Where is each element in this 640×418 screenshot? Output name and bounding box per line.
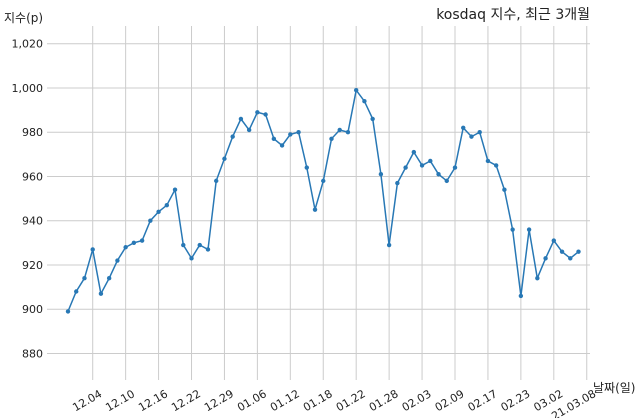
data-point xyxy=(510,227,515,232)
data-point xyxy=(411,149,417,155)
data-point xyxy=(106,276,112,281)
y-tick-label: 920 xyxy=(22,259,43,272)
x-tick-label: 01.12 xyxy=(268,387,302,414)
y-tick-label: 940 xyxy=(22,215,43,228)
data-point xyxy=(238,116,244,122)
data-point xyxy=(403,165,408,170)
data-point xyxy=(576,249,581,254)
data-point xyxy=(156,209,161,215)
data-point xyxy=(353,87,359,93)
data-point xyxy=(345,130,351,135)
data-point xyxy=(65,309,71,314)
data-point xyxy=(329,136,334,142)
data-points xyxy=(65,87,581,314)
data-point xyxy=(255,110,260,115)
data-point xyxy=(205,247,211,252)
x-tick-label: 01.18 xyxy=(301,387,335,414)
grid-layer xyxy=(47,26,590,380)
data-point xyxy=(181,242,186,248)
data-point xyxy=(337,127,342,133)
y-tick-labels: 880 900 920 940 960 980 1,000 1,020 xyxy=(12,38,44,361)
data-point xyxy=(263,112,268,117)
y-tick-label: 1,020 xyxy=(12,38,44,51)
data-point xyxy=(246,127,252,133)
x-tick-label: 12.22 xyxy=(169,387,203,414)
data-point xyxy=(485,158,491,164)
data-point xyxy=(551,238,557,243)
x-axis-label: 날짜(일) xyxy=(593,381,635,395)
data-point xyxy=(395,180,400,186)
data-point xyxy=(172,187,178,192)
data-point xyxy=(222,156,227,161)
y-tick-label: 960 xyxy=(22,170,43,183)
data-point xyxy=(288,132,293,137)
data-point xyxy=(304,165,309,170)
data-point xyxy=(271,136,277,142)
data-point xyxy=(526,227,532,232)
data-point xyxy=(436,172,441,177)
data-point xyxy=(90,247,95,252)
data-point xyxy=(312,207,318,212)
data-point xyxy=(148,218,153,223)
data-point xyxy=(535,276,540,281)
data-point xyxy=(321,178,326,184)
data-point xyxy=(230,134,235,139)
data-point xyxy=(131,240,137,246)
data-point xyxy=(518,293,524,299)
data-point xyxy=(296,130,301,135)
data-point xyxy=(452,165,458,170)
data-point xyxy=(189,256,194,261)
data-point xyxy=(386,242,392,248)
x-tick-label: 12.16 xyxy=(136,387,170,414)
data-point xyxy=(568,256,573,261)
data-point xyxy=(139,238,145,243)
data-point xyxy=(279,143,285,148)
data-point xyxy=(559,249,565,254)
x-tick-label: 12.04 xyxy=(70,387,104,414)
data-point xyxy=(115,258,120,263)
data-point xyxy=(477,130,482,135)
data-point xyxy=(428,158,433,164)
x-tick-label: 02.17 xyxy=(466,387,500,414)
x-tick-label: 12.10 xyxy=(103,387,137,414)
data-point xyxy=(378,172,384,177)
data-point xyxy=(98,291,104,296)
x-tick-label: 02.23 xyxy=(499,387,533,414)
y-axis-label: 지수(p) xyxy=(4,11,43,25)
y-tick-label: 980 xyxy=(22,126,43,139)
data-point xyxy=(493,163,499,168)
y-tick-label: 900 xyxy=(22,303,43,316)
data-point xyxy=(362,99,367,104)
data-point xyxy=(543,256,548,261)
data-point xyxy=(214,178,219,184)
x-tick-label: 02.09 xyxy=(433,387,467,414)
y-tick-label: 880 xyxy=(22,347,43,360)
y-tick-label: 1,000 xyxy=(12,82,44,95)
data-point xyxy=(123,245,128,250)
data-point xyxy=(502,187,507,192)
x-tick-label: 02.03 xyxy=(400,387,434,414)
data-point xyxy=(419,163,425,168)
x-tick-labels: 12.04 12.10 12.16 12.22 12.29 01.06 01.12 01.18… xyxy=(70,387,598,418)
data-point xyxy=(82,276,87,281)
data-point xyxy=(164,203,170,208)
data-point xyxy=(74,289,79,294)
data-point xyxy=(370,116,375,122)
x-tick-label: 01.06 xyxy=(235,387,269,414)
chart-title: kosdaq 지수, 최근 3개월 xyxy=(436,7,590,23)
x-tick-label: 01.22 xyxy=(334,387,368,414)
data-point xyxy=(197,242,202,248)
x-tick-label: 12.29 xyxy=(202,387,236,414)
data-point xyxy=(469,134,474,139)
data-point xyxy=(461,125,466,130)
data-point xyxy=(444,178,449,184)
x-tick-label: 01.28 xyxy=(367,387,401,414)
